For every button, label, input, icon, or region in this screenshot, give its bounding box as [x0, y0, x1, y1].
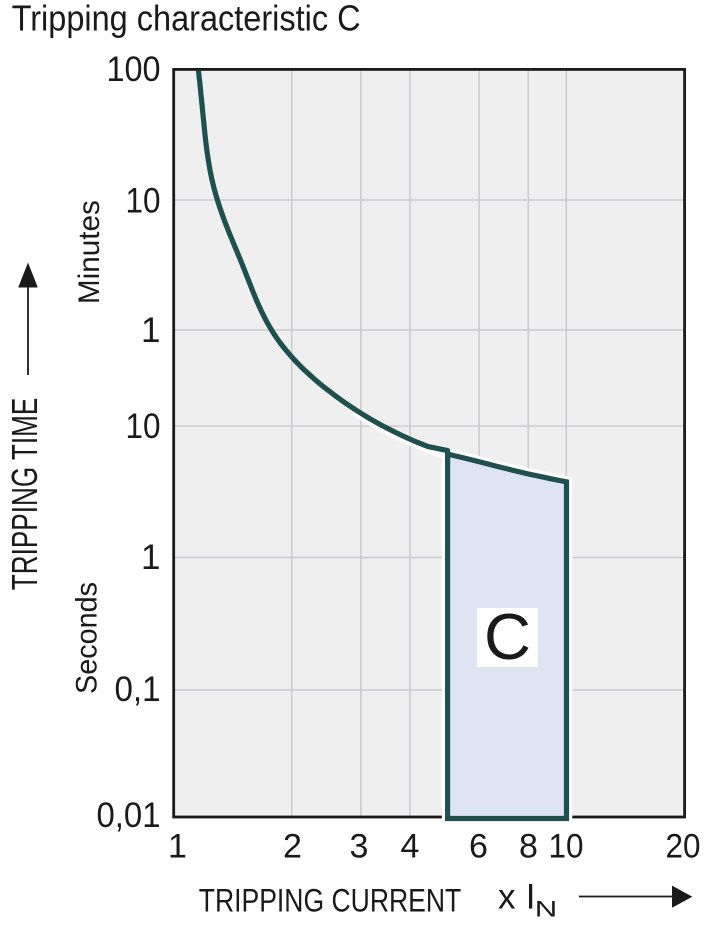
svg-text:I: I: [526, 877, 536, 916]
svg-text:x: x: [498, 877, 516, 916]
svg-text:1: 1: [141, 538, 160, 577]
svg-text:8: 8: [519, 828, 538, 866]
svg-text:Seconds: Seconds: [71, 582, 104, 694]
svg-text:C: C: [484, 600, 531, 673]
svg-text:Tripping characteristic C: Tripping characteristic C: [12, 0, 361, 39]
svg-text:0,01: 0,01: [97, 796, 161, 835]
svg-text:3: 3: [350, 828, 369, 866]
svg-text:TRIPPING CURRENT: TRIPPING CURRENT: [199, 882, 462, 918]
svg-text:0,1: 0,1: [115, 670, 161, 709]
svg-text:10: 10: [126, 407, 161, 446]
svg-text:100: 100: [107, 50, 161, 89]
svg-text:1: 1: [168, 828, 187, 866]
svg-text:10: 10: [126, 182, 161, 221]
svg-text:N: N: [535, 897, 558, 922]
svg-text:1: 1: [141, 311, 160, 350]
svg-text:20: 20: [666, 828, 701, 866]
svg-text:2: 2: [283, 828, 302, 866]
svg-text:Minutes: Minutes: [73, 200, 106, 304]
svg-text:TRIPPING TIME: TRIPPING TIME: [4, 398, 45, 591]
svg-text:10: 10: [549, 828, 584, 866]
svg-text:6: 6: [469, 828, 488, 866]
svg-text:4: 4: [401, 828, 420, 866]
